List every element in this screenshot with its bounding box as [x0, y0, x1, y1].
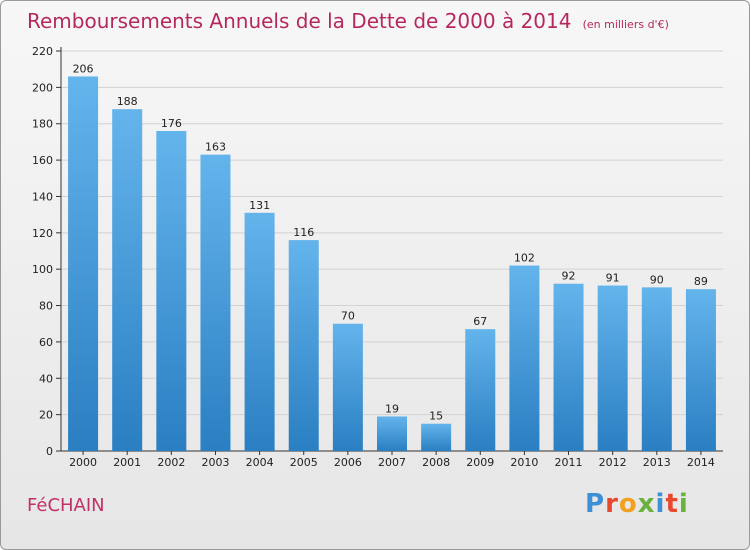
- logo-letter-6: i: [678, 489, 689, 519]
- bar-2003: [200, 154, 231, 452]
- y-tick-label-20: 20: [39, 409, 53, 422]
- y-tick-label-100: 100: [32, 263, 53, 276]
- bar-2000: [68, 76, 99, 452]
- value-label-2008: 15: [429, 410, 443, 423]
- x-tick-label-2000: 2000: [69, 456, 97, 469]
- x-tick-label-2010: 2010: [510, 456, 538, 469]
- bar-2001: [112, 109, 143, 451]
- y-tick-label-60: 60: [39, 336, 53, 349]
- bar-2005: [288, 240, 319, 451]
- x-tick-label-2008: 2008: [422, 456, 450, 469]
- value-label-2003: 163: [205, 141, 226, 154]
- x-tick-label-2003: 2003: [201, 456, 229, 469]
- proxiti-logo: Proxiti: [585, 489, 689, 519]
- logo-letter-2: o: [618, 489, 638, 519]
- bars: [68, 76, 716, 452]
- y-tick-label-0: 0: [46, 445, 53, 458]
- value-label-2007: 19: [385, 402, 399, 415]
- labels: 0 20 40 60 80 100 120 140 160 180 200 220 206 2000 188…: [32, 45, 715, 469]
- value-label-2005: 116: [293, 226, 314, 239]
- x-tick-label-2013: 2013: [643, 456, 671, 469]
- y-tick-label-180: 180: [32, 118, 53, 131]
- x-tick-label-2001: 2001: [113, 456, 141, 469]
- logo-letter-1: r: [605, 489, 619, 519]
- commune-name: FéCHAIN: [27, 495, 105, 516]
- bar-2011: [553, 283, 584, 451]
- bar-2014: [685, 289, 716, 451]
- logo-letter-4: i: [655, 489, 666, 519]
- bar-2007: [376, 416, 408, 451]
- bar-2002: [156, 131, 187, 451]
- value-label-2000: 206: [73, 62, 94, 75]
- x-tick-label-2014: 2014: [687, 456, 715, 469]
- chart-title-unit: (en milliers d'€): [582, 18, 669, 31]
- value-label-2014: 89: [694, 275, 708, 288]
- x-tick-label-2012: 2012: [599, 456, 627, 469]
- x-tick-label-2004: 2004: [246, 456, 274, 469]
- value-label-2002: 176: [161, 117, 182, 130]
- y-tick-label-200: 200: [32, 81, 53, 94]
- value-label-2013: 90: [650, 273, 664, 286]
- value-label-2010: 102: [514, 252, 535, 265]
- x-tick-label-2006: 2006: [334, 456, 362, 469]
- y-tick-label-220: 220: [32, 45, 53, 58]
- bar-2013: [641, 287, 672, 451]
- bar-2009: [465, 329, 496, 451]
- bar-2008: [421, 423, 452, 451]
- y-tick-label-120: 120: [32, 227, 53, 240]
- y-tick-label-40: 40: [39, 372, 53, 385]
- bar-2012: [597, 285, 628, 451]
- bar-2004: [244, 212, 275, 451]
- logo-letter-3: x: [637, 489, 656, 519]
- x-tick-label-2009: 2009: [466, 456, 494, 469]
- value-label-2011: 92: [562, 270, 576, 283]
- value-label-2001: 188: [117, 95, 138, 108]
- value-label-2009: 67: [473, 315, 487, 328]
- y-tick-label-80: 80: [39, 300, 53, 313]
- chart-title-main: Remboursements Annuels de la Dette de 20…: [27, 9, 572, 33]
- x-tick-label-2007: 2007: [378, 456, 406, 469]
- y-tick-label-160: 160: [32, 154, 53, 167]
- bar-2010: [509, 265, 540, 451]
- chart-title: Remboursements Annuels de la Dette de 20…: [27, 9, 669, 33]
- x-tick-label-2002: 2002: [157, 456, 185, 469]
- logo-letter-0: P: [585, 489, 606, 519]
- value-label-2006: 70: [341, 310, 355, 323]
- y-tick-label-140: 140: [32, 190, 53, 203]
- x-tick-label-2011: 2011: [555, 456, 583, 469]
- value-label-2012: 91: [606, 272, 620, 285]
- logo-letter-5: t: [665, 489, 679, 519]
- bar-2006: [332, 323, 363, 451]
- value-label-2004: 131: [249, 199, 270, 212]
- x-tick-label-2005: 2005: [290, 456, 318, 469]
